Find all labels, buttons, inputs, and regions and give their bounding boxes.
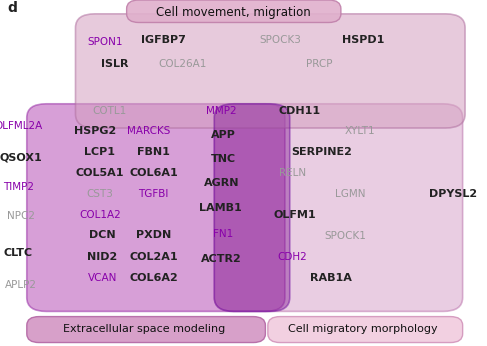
Text: OLFML2A: OLFML2A [0,121,43,131]
FancyBboxPatch shape [27,104,285,311]
Text: AGRN: AGRN [204,179,239,188]
Text: LAMB1: LAMB1 [199,203,242,212]
FancyBboxPatch shape [214,104,290,311]
Text: SPOCK1: SPOCK1 [325,231,367,241]
Text: CDH2: CDH2 [277,252,307,262]
Text: PRCP: PRCP [306,59,332,69]
Text: COL6A1: COL6A1 [129,168,178,178]
Text: MARCKS: MARCKS [127,127,170,136]
FancyBboxPatch shape [127,0,341,22]
Text: TIMP2: TIMP2 [3,182,34,192]
Text: COTL1: COTL1 [93,106,127,116]
Text: FBN1: FBN1 [137,147,170,157]
Text: DPYSL2: DPYSL2 [429,189,477,199]
Text: NPC2: NPC2 [7,211,35,221]
Text: TNC: TNC [210,154,236,164]
FancyBboxPatch shape [27,317,265,343]
Text: VCAN: VCAN [88,273,117,283]
Text: IGFBP7: IGFBP7 [141,35,186,45]
Text: Cell migratory morphology: Cell migratory morphology [288,325,438,334]
Text: CST3: CST3 [86,189,113,199]
Text: SPOCK3: SPOCK3 [259,35,301,45]
Text: RAB1A: RAB1A [310,273,352,283]
Text: Cell movement, migration: Cell movement, migration [156,6,311,19]
Text: HSPD1: HSPD1 [341,35,384,45]
Text: SPON1: SPON1 [87,37,122,46]
FancyBboxPatch shape [268,317,463,343]
Text: CLTC: CLTC [4,248,33,257]
Text: RELN: RELN [279,168,306,178]
Text: DCN: DCN [89,230,115,240]
Text: d: d [7,1,17,15]
Text: COL6A2: COL6A2 [129,273,178,283]
Text: XYLT1: XYLT1 [345,127,375,136]
Text: SERPINE2: SERPINE2 [291,147,352,157]
Text: TGFBI: TGFBI [138,189,169,199]
Text: MMP2: MMP2 [206,106,237,116]
Text: CDH11: CDH11 [279,106,320,116]
Text: HSPG2: HSPG2 [74,127,116,136]
Text: QSOX1: QSOX1 [0,153,42,162]
Text: COL1A2: COL1A2 [79,210,121,219]
Text: APLP2: APLP2 [5,281,37,290]
Text: ISLR: ISLR [101,59,128,69]
Text: NID2: NID2 [87,252,117,262]
Text: COL26A1: COL26A1 [158,59,207,69]
Text: COL2A1: COL2A1 [129,252,178,262]
FancyBboxPatch shape [214,104,463,311]
Text: OLFM1: OLFM1 [273,210,316,219]
Text: PXDN: PXDN [136,230,171,240]
FancyBboxPatch shape [75,14,465,128]
Text: Extracellular space modeling: Extracellular space modeling [62,325,225,334]
Text: ACTR2: ACTR2 [201,255,242,264]
Text: LCP1: LCP1 [84,147,115,157]
Text: FN1: FN1 [213,229,233,238]
Text: APP: APP [210,130,236,140]
Text: LGMN: LGMN [336,189,366,199]
Text: COL5A1: COL5A1 [75,168,124,178]
